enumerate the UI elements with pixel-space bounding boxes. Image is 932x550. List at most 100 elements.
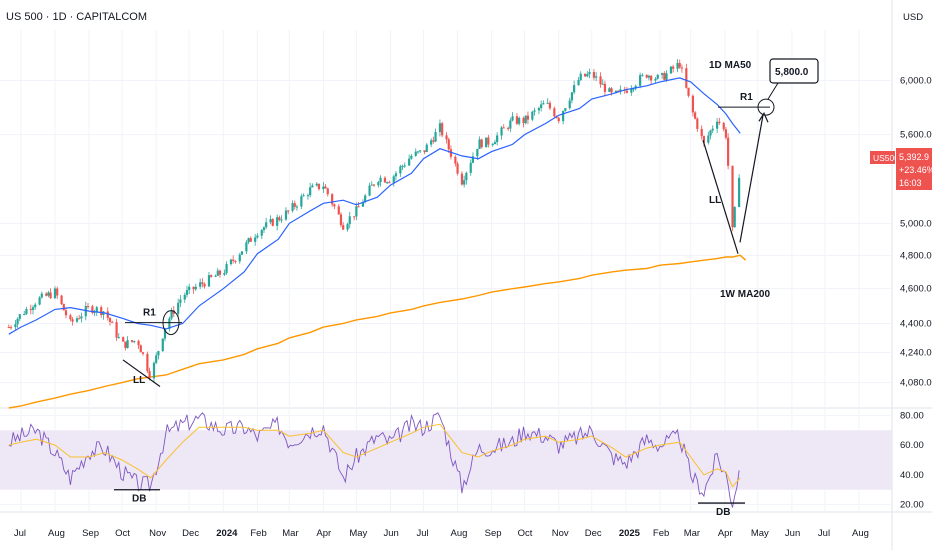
time-tick-label: Apr [718, 528, 733, 539]
candle-body [727, 137, 730, 166]
candle-body [463, 180, 466, 185]
time-tick-label: May [349, 528, 367, 539]
candle-body [665, 73, 668, 80]
candle-body [168, 318, 171, 330]
time-tick-label: Oct [115, 528, 130, 539]
candle-body [696, 118, 699, 129]
candle-body [238, 254, 241, 262]
candle-body [23, 314, 26, 316]
candle-body [317, 183, 321, 190]
candle-body [172, 310, 175, 314]
rsi-line [8, 412, 740, 508]
candle-body [573, 85, 576, 93]
candle-body [388, 182, 391, 184]
price-tag-countdown: 16:03 [899, 178, 922, 188]
candle-body [702, 136, 706, 143]
candle-body [139, 345, 142, 353]
candle-body [579, 73, 582, 80]
candle-body [738, 177, 741, 208]
candle-body [568, 100, 571, 109]
candle-body [40, 293, 43, 298]
breakout-circle [162, 310, 180, 336]
candle-body [493, 142, 497, 145]
candle-body [540, 104, 543, 109]
candle-body [518, 117, 521, 124]
candle-layer [7, 59, 741, 383]
candle-body [240, 251, 244, 255]
candle-body [146, 353, 149, 372]
price-tick-label: 5,000.0 [900, 218, 932, 229]
candle-body [548, 102, 552, 109]
time-tick-label: Sep [485, 528, 502, 539]
candle-body [654, 78, 657, 81]
candle-body [557, 117, 560, 122]
candle-body [247, 238, 250, 243]
candle-body [386, 182, 389, 184]
candle-body [647, 75, 651, 78]
candle-body [586, 74, 589, 77]
candle-body [368, 185, 371, 196]
candle-body [16, 318, 19, 325]
price-tick-label: 6,000.0 [900, 76, 932, 87]
currency-label: USD [903, 12, 923, 23]
candle-body [709, 130, 712, 136]
candle-body [337, 206, 340, 215]
candle-body [465, 172, 468, 181]
time-tick-label: Aug [852, 528, 869, 539]
candle-body [408, 158, 411, 166]
candle-body [645, 74, 648, 78]
ma200-label: 1W MA200 [720, 289, 770, 300]
candle-body [716, 121, 719, 129]
candle-body [49, 292, 52, 299]
candle-body [260, 230, 263, 236]
candle-body [438, 123, 442, 133]
candle-body [445, 135, 448, 140]
candle-body [610, 88, 613, 93]
candle-body [232, 259, 235, 261]
time-tick-label: Apr [316, 528, 331, 539]
annotation-layer: 1D MA50 1W MA200 R1 LL R1 LL 5,800.0 DB DB [114, 58, 819, 518]
rsi-layer [8, 412, 741, 508]
candle-body [531, 111, 534, 120]
candle-body [663, 73, 666, 80]
candle-body [170, 310, 173, 319]
ma200-line [8, 254, 747, 409]
price-tick-label: 4,240.0 [900, 348, 932, 359]
candle-body [234, 260, 237, 262]
candle-body [84, 306, 87, 317]
candle-body [617, 90, 620, 92]
candle-body [687, 87, 690, 96]
price-tick-label: 4,080.0 [900, 378, 932, 389]
price-tag-change: +23.46% [899, 165, 932, 175]
price-axis: 6,000.0 5,600.0 5,000.0 4,800.0 4,600.0 4,400… [900, 76, 932, 511]
candle-body [533, 110, 536, 112]
candle-body [423, 150, 426, 152]
candle-body [293, 203, 296, 207]
time-tick-label: Nov [552, 528, 569, 539]
candle-body [639, 75, 642, 86]
candle-body [324, 186, 327, 189]
candle-body [38, 297, 41, 305]
candle-body [194, 286, 197, 290]
ll-label-2025: LL [709, 195, 721, 206]
candle-body [141, 352, 145, 354]
rsi-tick-label: 80.00 [900, 410, 924, 421]
candle-body [31, 307, 35, 310]
rsi-ma-line [8, 423, 741, 488]
candle-body [403, 165, 406, 167]
candle-body [416, 151, 420, 153]
time-tick-label: Aug [48, 528, 65, 539]
price-tick-label: 5,600.0 [900, 130, 932, 141]
price-tick-label: 4,600.0 [900, 284, 932, 295]
candle-body [60, 295, 63, 304]
candle-body [9, 327, 13, 329]
candle-body [25, 309, 28, 315]
candle-body [348, 216, 351, 225]
candle-body [500, 127, 503, 136]
candle-body [163, 329, 167, 339]
candle-body [394, 173, 398, 177]
candle-body [592, 72, 596, 78]
candle-body [254, 237, 257, 242]
candle-body [245, 242, 248, 252]
